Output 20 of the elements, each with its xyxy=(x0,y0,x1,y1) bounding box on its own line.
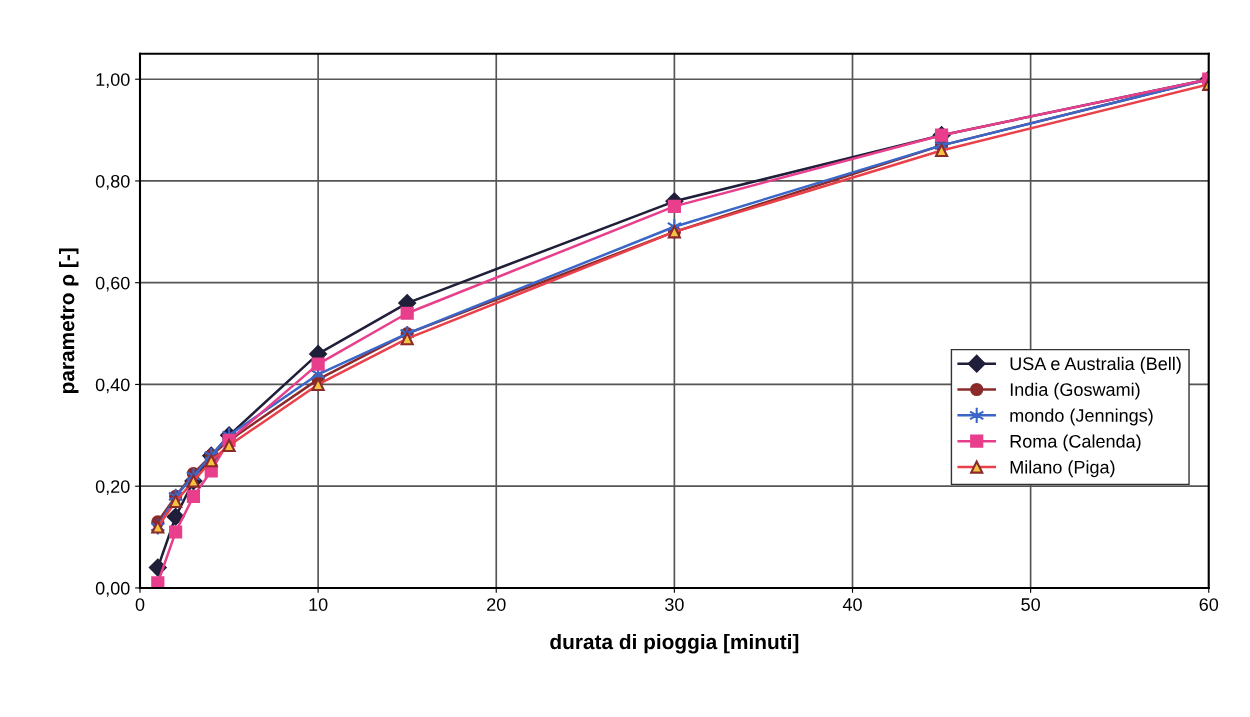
legend-label: Roma (Calenda) xyxy=(1010,434,1141,452)
legend-label: mondo (Jennings) xyxy=(1010,408,1153,426)
y-axis-title: parametro ρ [-] xyxy=(59,248,79,394)
legend-label: India (Goswami) xyxy=(1010,382,1140,400)
legend-label: Milano (Piga) xyxy=(1010,460,1115,478)
x-tick-label: 10 xyxy=(309,598,328,611)
x-axis-title: durata di pioggia [minuti] xyxy=(550,633,799,654)
x-tick-label: 30 xyxy=(665,598,684,611)
x-tick-label: 50 xyxy=(1021,598,1040,611)
x-tick-label: 20 xyxy=(487,598,506,611)
legend-label: USA e Australia (Bell) xyxy=(1010,356,1181,374)
y-tick-label: 1,00 xyxy=(96,73,130,89)
x-tick-label: 40 xyxy=(842,598,862,611)
y-tick-label: 0,80 xyxy=(95,174,130,190)
x-tick-label: 0 xyxy=(135,598,145,611)
y-tick-label: 0,60 xyxy=(95,276,130,292)
y-tick-label: 0,20 xyxy=(95,480,130,496)
y-tick-label: 0,40 xyxy=(95,378,130,394)
x-tick-label: 60 xyxy=(1199,598,1219,611)
y-tick-label: 0,00 xyxy=(95,581,130,597)
